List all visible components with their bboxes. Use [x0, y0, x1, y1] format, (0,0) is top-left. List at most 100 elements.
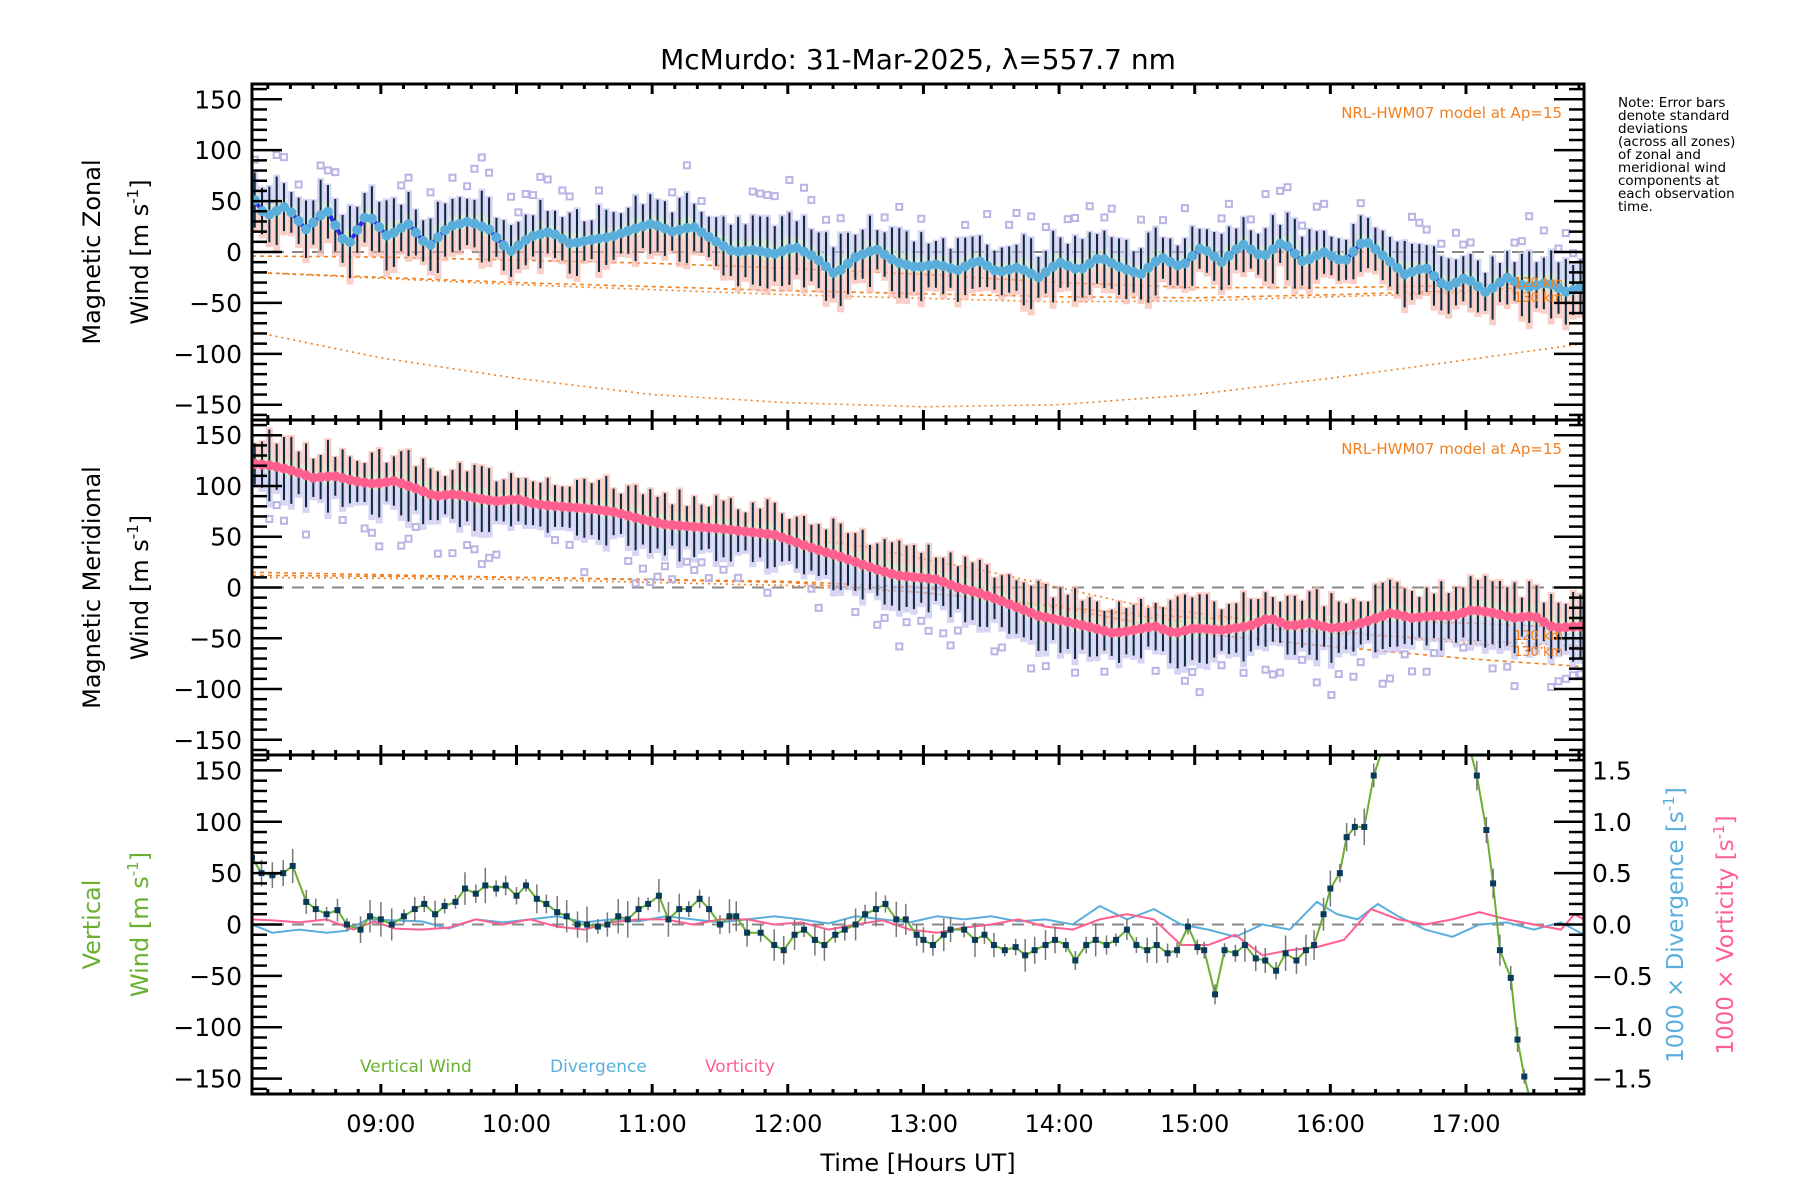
- vertical-wind-point: [312, 906, 319, 913]
- zonal-mean-point: [1077, 263, 1088, 274]
- zone-outlier: [917, 616, 926, 625]
- meridional-mean-point: [366, 478, 377, 489]
- meridional-mean-point: [1560, 622, 1571, 633]
- vertical-wind-point: [421, 900, 428, 907]
- zonal-mean-point: [718, 240, 729, 251]
- meridional-mean-point: [1165, 626, 1176, 637]
- zonal-mean-point: [1282, 241, 1293, 252]
- zonal-mean-point: [1231, 244, 1242, 255]
- zonal-mean-point: [593, 233, 604, 244]
- zonal-mean-point: [440, 225, 451, 236]
- meridional-mean-point: [1428, 610, 1439, 621]
- zonal-mean-point: [1143, 262, 1154, 273]
- meridional-mean-point: [535, 499, 546, 510]
- zonal-mean-point: [484, 224, 495, 235]
- panel-vertical-ylabel-line1: Vertical: [78, 880, 106, 970]
- zonal-mean-point: [696, 227, 707, 238]
- zonal-mean-point: [916, 261, 927, 272]
- vertical-wind-point: [1521, 1073, 1528, 1080]
- vertical-wind-point: [323, 911, 330, 918]
- meridional-mean-point: [1114, 627, 1125, 638]
- zone-outlier: [990, 647, 999, 656]
- vertical-wind-point: [533, 895, 540, 902]
- meridional-mean-point: [674, 520, 685, 531]
- zonal-mean-point: [374, 222, 385, 233]
- zone-outlier: [1488, 664, 1497, 673]
- y-tick-label: −50: [189, 962, 242, 991]
- vertical-wind-point: [357, 926, 364, 933]
- zone-outlier: [1107, 204, 1116, 213]
- zone-outlier: [704, 574, 713, 583]
- vertical-wind-point: [920, 936, 927, 943]
- zone-outlier: [851, 608, 860, 617]
- vertical-wind-point: [624, 916, 631, 923]
- vertical-wind-point: [1361, 823, 1368, 830]
- zone-outlier: [485, 168, 494, 177]
- meridional-mean-point: [315, 472, 326, 483]
- zonal-mean-point: [747, 245, 758, 256]
- zonal-mean-point: [557, 233, 568, 244]
- vertical-wind-point: [1022, 952, 1029, 959]
- zonal-mean-point: [806, 250, 817, 261]
- zone-outlier: [983, 210, 992, 219]
- zonal-mean-point: [1267, 244, 1278, 255]
- chart-title: McMurdo: 31-Mar-2025, λ=557.7 nm: [660, 43, 1176, 76]
- vertical-wind-point: [1311, 942, 1318, 949]
- zone-outlier: [463, 541, 472, 550]
- zone-outlier: [485, 553, 494, 562]
- vertical-wind-point: [584, 921, 591, 928]
- zone-outlier: [953, 626, 962, 635]
- zone-outlier: [1386, 674, 1395, 683]
- vertical-wind-point: [872, 906, 879, 913]
- zonal-mean-point: [1040, 267, 1051, 278]
- zone-outlier: [551, 536, 560, 545]
- vertical-wind-point: [801, 926, 808, 933]
- zone-outlier: [1246, 215, 1255, 224]
- zonal-mean-point: [908, 261, 919, 272]
- zonal-mean-point: [1223, 250, 1234, 261]
- zonal-mean-point: [300, 224, 311, 235]
- meridional-mean-point: [491, 496, 502, 507]
- zone-outlier: [1276, 186, 1285, 195]
- zone-outlier: [1071, 668, 1080, 677]
- divergence-line: [252, 900, 1584, 938]
- altitude-label-120km: 120 km: [1514, 276, 1563, 291]
- meridional-mean-point: [506, 494, 517, 505]
- vertical-wind-point: [1336, 870, 1343, 877]
- zonal-mean-point: [344, 236, 355, 247]
- vertical-wind-point: [1490, 880, 1497, 887]
- vertical-wind-point: [893, 916, 900, 923]
- right-y-tick-label: 0.5: [1592, 859, 1632, 888]
- meridional-mean-point: [469, 492, 480, 503]
- zone-outlier: [492, 550, 501, 559]
- zone-outlier: [1422, 225, 1431, 234]
- vertical-wind-point: [461, 885, 468, 892]
- vertical-wind-point: [1153, 942, 1160, 949]
- zone-outlier: [917, 214, 926, 223]
- meridional-mean-point: [901, 571, 912, 582]
- altitude-label-130km: 130 km: [1514, 645, 1563, 660]
- model-label: NRL-HWM07 model at Ap=15: [1341, 440, 1562, 458]
- meridional-mean-point: [916, 572, 927, 583]
- vertical-wind-point: [441, 903, 448, 910]
- vertical-wind-point: [367, 913, 374, 920]
- meridional-mean-point: [359, 477, 370, 488]
- vertical-wind-point: [1507, 974, 1514, 981]
- vertical-wind-point: [1133, 942, 1140, 949]
- panel-zonal-ylabel-line2: Wind [m s-1]: [124, 179, 154, 324]
- zone-outlier: [580, 568, 589, 577]
- zone-outlier: [756, 189, 765, 198]
- zone-outlier: [939, 629, 948, 638]
- vertical-wind-point: [655, 892, 662, 899]
- vertical-wind-point: [733, 913, 740, 920]
- vertical-wind-point: [1174, 947, 1181, 954]
- vertical-wind-point: [1201, 947, 1208, 954]
- vorticity-axis-label: 1000 × Vorticity [s-1]: [1710, 815, 1739, 1054]
- right-y-tick-label: −1.0: [1592, 1013, 1653, 1042]
- data-layer: [252, 150, 1584, 1094]
- vertical-wind-point: [1273, 967, 1280, 974]
- zonal-mean-point: [1092, 253, 1103, 264]
- vertical-wind-point: [832, 931, 839, 938]
- vertical-wind-point: [522, 882, 529, 889]
- zonal-mean-point: [740, 245, 751, 256]
